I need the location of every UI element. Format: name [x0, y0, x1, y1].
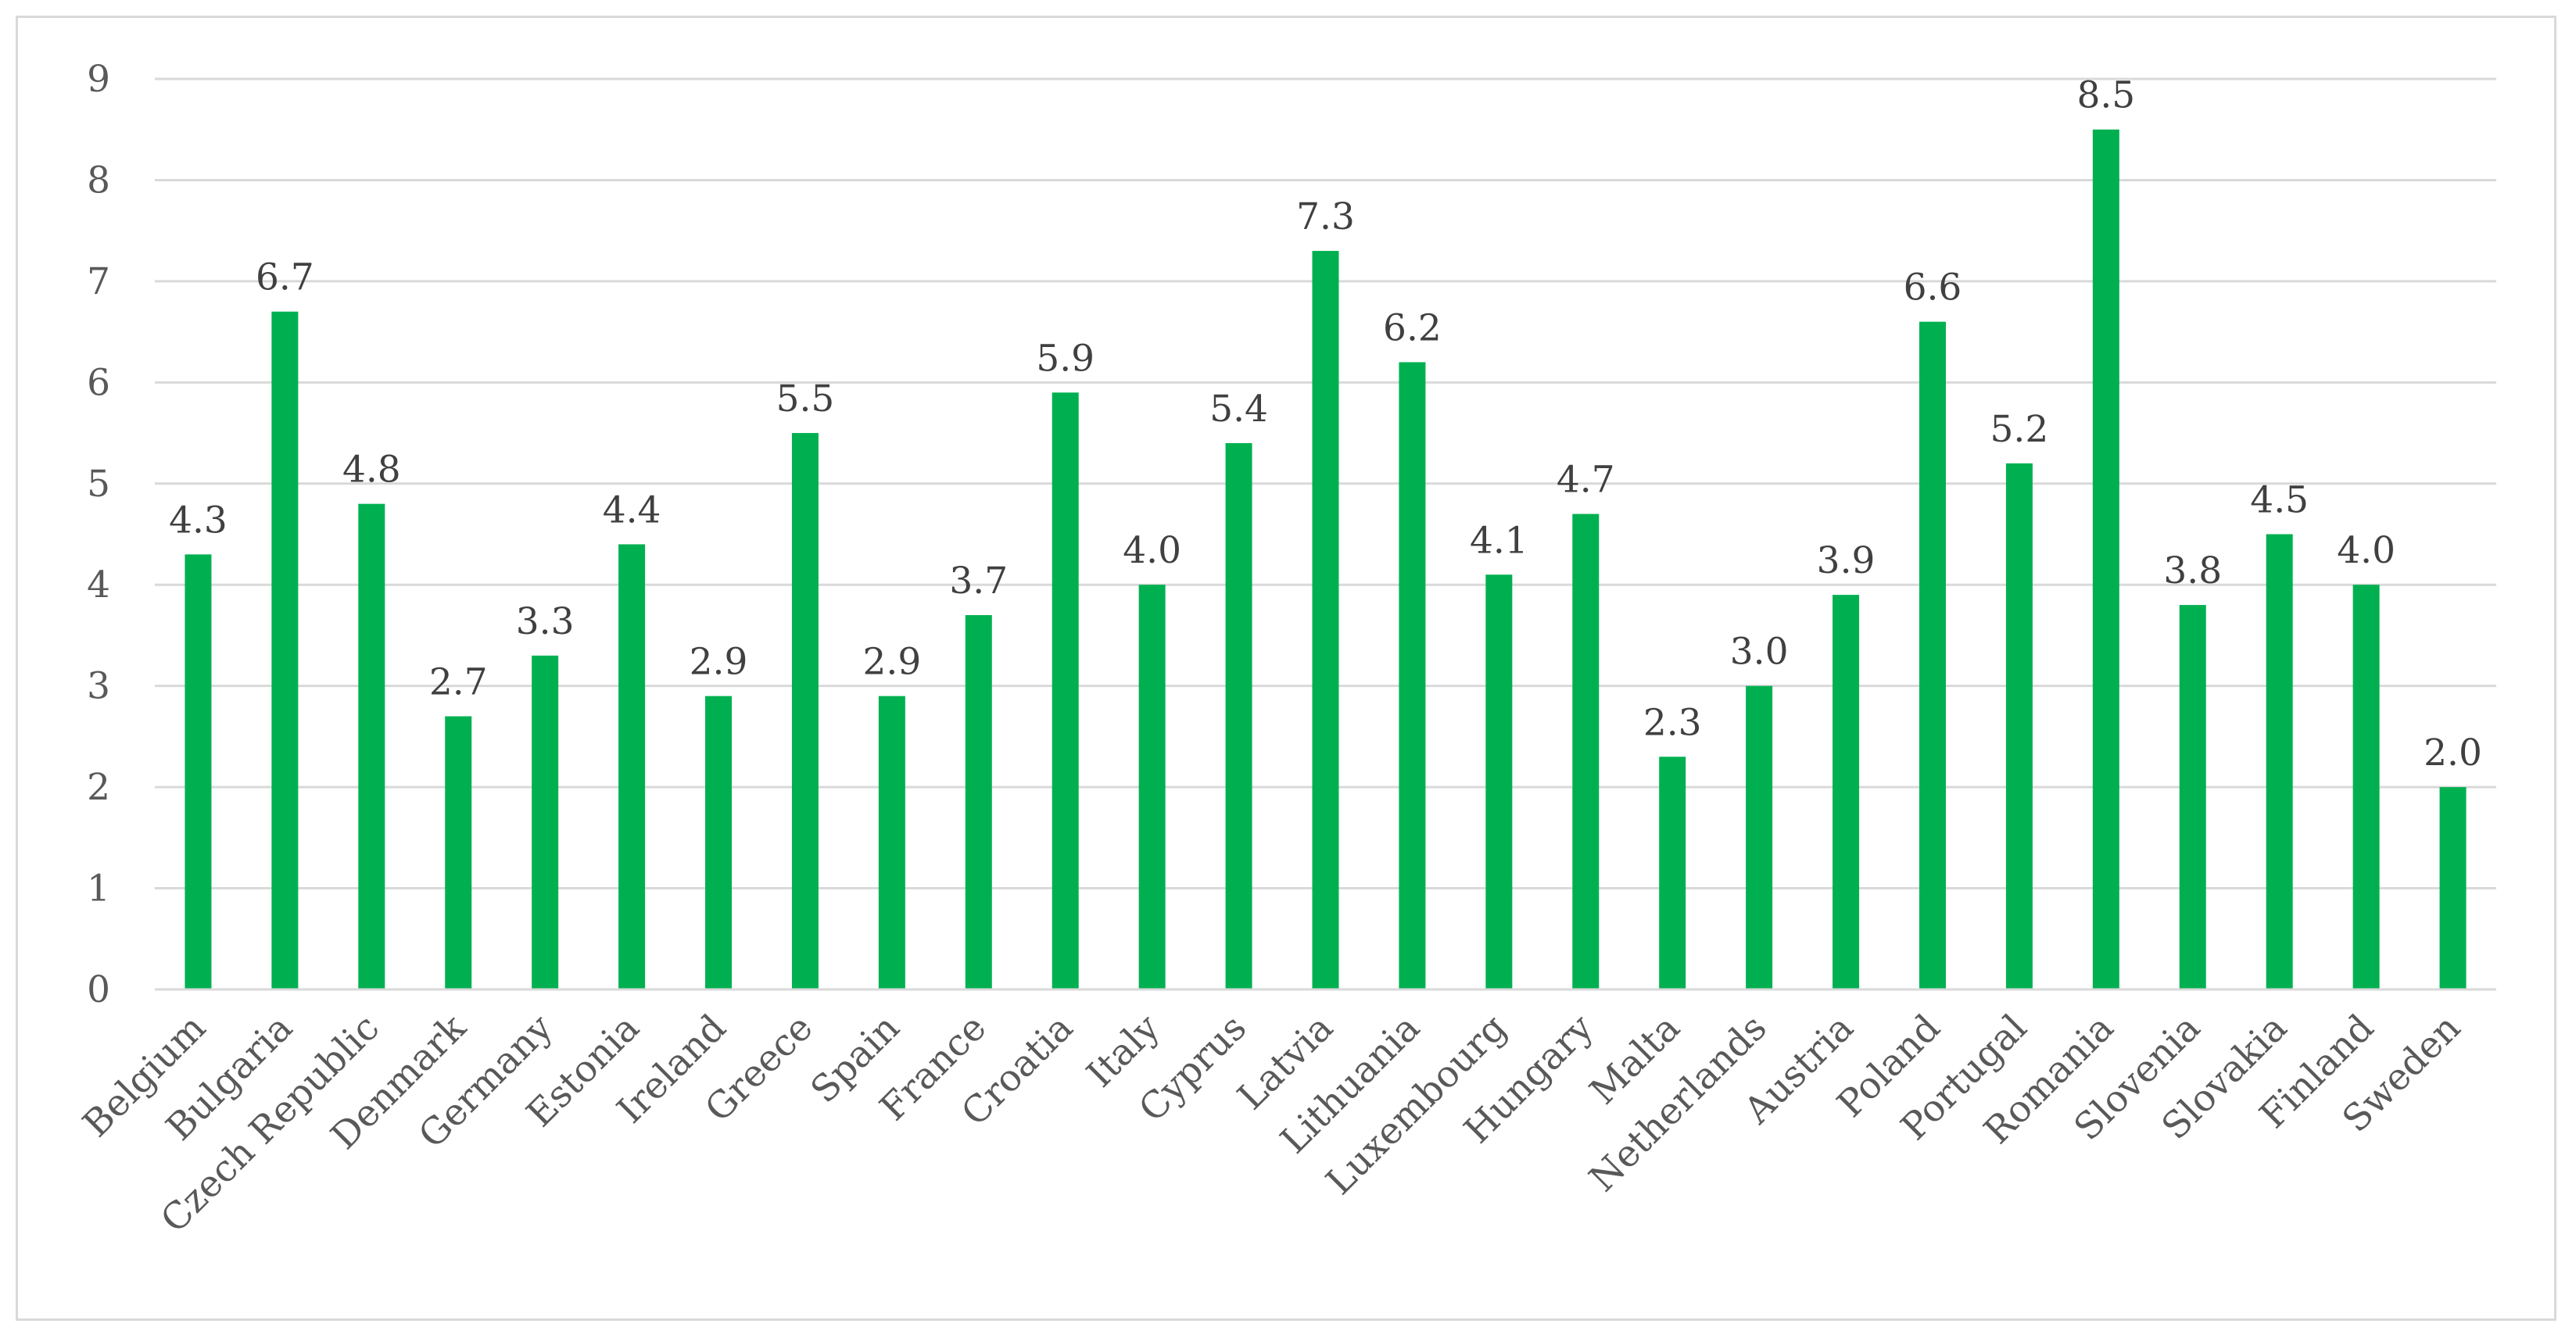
bar-lithuania	[1399, 362, 1426, 989]
data-label: 4.8	[342, 449, 401, 492]
bar-denmark	[445, 716, 472, 989]
bar-cyprus	[1225, 443, 1252, 989]
data-label: 8.5	[2076, 74, 2135, 117]
bar-netherlands	[1746, 685, 1773, 989]
bar-luxembourg	[1485, 574, 1513, 989]
data-label: 6.6	[1904, 267, 1962, 309]
data-label: 3.8	[2163, 549, 2222, 592]
y-axis-ticks: 0 1 2 3 4 5 6 7 8 9	[87, 58, 110, 1011]
data-label: 3.7	[949, 560, 1008, 603]
data-label: 5.5	[776, 377, 835, 420]
data-label: 2.7	[429, 661, 488, 704]
chart-frame: 0 1 2 3 4 5 6 7 8 9 4.3 6.7 4.8 2.7 3.3 4.4 2.9 5.5 2.9 3.…	[16, 16, 2556, 1321]
bar-belgium	[185, 554, 212, 989]
data-labels: 4.3 6.7 4.8 2.7 3.3 4.4 2.9 5.5 2.9 3.7 5.9 4.0 5.4 7…	[169, 74, 2482, 775]
data-label: 5.4	[1209, 388, 1268, 431]
bar-slovenia	[2179, 605, 2206, 989]
bar-france	[965, 615, 992, 989]
y-tick-label: 5	[87, 463, 110, 506]
bar-bulgaria	[271, 311, 299, 989]
data-label: 4.5	[2250, 479, 2309, 522]
bar-czech-republic	[358, 503, 385, 989]
data-label: 6.2	[1383, 306, 1442, 349]
data-label: 5.2	[1990, 408, 2049, 451]
y-tick-label: 8	[87, 159, 110, 202]
y-tick-label: 1	[87, 868, 110, 910]
data-label: 5.9	[1036, 337, 1095, 380]
data-label: 3.9	[1817, 539, 1876, 582]
bar-austria	[1833, 595, 1860, 989]
data-label: 4.4	[603, 488, 661, 531]
data-label: 6.7	[256, 256, 314, 299]
bar-estonia	[618, 544, 646, 989]
data-label: 4.7	[1557, 459, 1615, 502]
bar-greece	[791, 433, 819, 989]
data-label: 3.0	[1730, 631, 1789, 674]
bar-slovakia	[2266, 534, 2293, 989]
bars	[185, 129, 2467, 990]
y-tick-label: 7	[87, 260, 110, 303]
data-label: 2.9	[690, 641, 748, 684]
data-label: 3.3	[516, 600, 575, 643]
y-tick-label: 2	[87, 766, 110, 809]
bar-romania	[2092, 129, 2119, 990]
bar-malta	[1659, 757, 1686, 989]
bar-hungary	[1572, 513, 1600, 989]
y-tick-label: 6	[87, 361, 110, 404]
bar-spain	[878, 696, 905, 989]
data-label: 4.3	[169, 499, 228, 542]
data-label: 4.0	[1123, 529, 1181, 572]
y-tick-label: 3	[87, 665, 110, 708]
bar-chart: 0 1 2 3 4 5 6 7 8 9 4.3 6.7 4.8 2.7 3.3 4.4 2.9 5.5 2.9 3.…	[75, 58, 2496, 1241]
data-label: 7.3	[1296, 195, 1355, 238]
y-tick-label: 9	[87, 58, 110, 101]
bar-sweden	[2439, 787, 2467, 989]
y-tick-label: 0	[87, 968, 110, 1011]
bar-germany	[532, 655, 559, 989]
data-label: 4.1	[1470, 519, 1528, 562]
bar-latvia	[1312, 251, 1339, 989]
bar-portugal	[2005, 463, 2033, 989]
bar-italy	[1138, 585, 1166, 989]
bar-poland	[1919, 321, 1946, 990]
bar-croatia	[1052, 392, 1079, 989]
data-label: 2.9	[862, 641, 921, 684]
data-label: 2.0	[2424, 732, 2482, 775]
data-label: 4.0	[2337, 529, 2395, 572]
data-label: 2.3	[1643, 701, 1702, 744]
bar-ireland	[705, 696, 733, 989]
y-tick-label: 4	[87, 563, 110, 606]
bar-finland	[2352, 585, 2380, 989]
